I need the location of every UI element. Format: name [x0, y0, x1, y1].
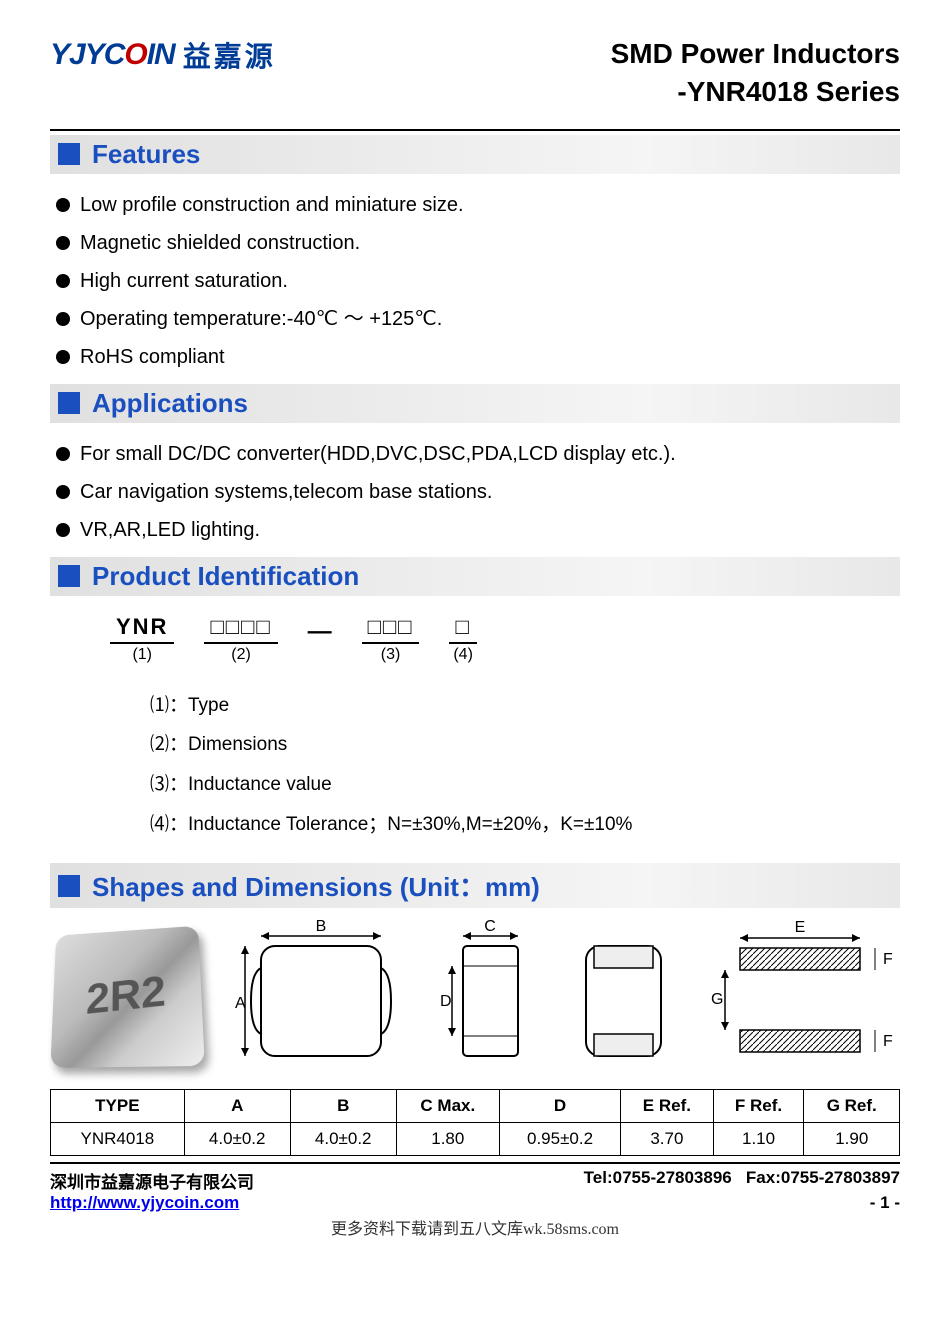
dim-E: E — [795, 919, 806, 936]
list-item: High current saturation. — [56, 262, 894, 300]
header: YJYCOIN 益嘉源 SMD Power Inductors -YNR4018… — [50, 35, 900, 111]
table-header-row: TYPE A B C Max. D E Ref. F Ref. G Ref. — [51, 1090, 900, 1123]
code-cell: □□□□(2) — [204, 614, 277, 664]
th: A — [184, 1090, 290, 1123]
footer-url[interactable]: http://www.yjycoin.com — [50, 1193, 239, 1213]
diagram-side: C D — [438, 918, 543, 1073]
legend-item: ⑴：Type — [150, 686, 900, 726]
td: 1.80 — [396, 1123, 499, 1156]
section-shapes: Shapes and Dimensions (Unit：mm) — [50, 863, 900, 908]
square-icon — [58, 565, 80, 587]
legend-item: ⑶：Inductance value — [150, 765, 900, 805]
square-icon — [58, 875, 80, 897]
footer: 深圳市益嘉源电子有限公司 Tel:0755-27803896 Fax:0755-… — [50, 1162, 900, 1213]
footer-contact: Tel:0755-27803896 Fax:0755-27803897 — [584, 1168, 900, 1193]
diagrams-row: 2R2 B A C D E F F G — [50, 908, 900, 1083]
diagram-bottom — [574, 918, 674, 1073]
section-title: Shapes and Dimensions (Unit：mm) — [92, 867, 540, 904]
list-item: VR,AR,LED lighting. — [56, 511, 894, 549]
list-item: Low profile construction and miniature s… — [56, 186, 894, 224]
section-prodid: Product Identification — [50, 557, 900, 596]
footer-company: 深圳市益嘉源电子有限公司 — [50, 1168, 254, 1193]
dim-A: A — [235, 995, 246, 1012]
product-id-legend: ⑴：Type ⑵：Dimensions ⑶：Inductance value ⑷… — [110, 664, 900, 852]
th: E Ref. — [621, 1090, 713, 1123]
section-applications: Applications — [50, 384, 900, 423]
td: 3.70 — [621, 1123, 713, 1156]
td: YNR4018 — [51, 1123, 185, 1156]
dim-B: B — [316, 918, 327, 935]
logo-cn: 益嘉源 — [183, 35, 276, 75]
section-title: Features — [92, 139, 200, 170]
diagram-top: B A — [231, 918, 406, 1073]
th: F Ref. — [713, 1090, 804, 1123]
dim-F: F — [883, 951, 893, 968]
code-cell: □(4) — [449, 614, 476, 664]
td: 4.0±0.2 — [184, 1123, 290, 1156]
dimensions-table: TYPE A B C Max. D E Ref. F Ref. G Ref. Y… — [50, 1089, 900, 1156]
th: B — [290, 1090, 396, 1123]
features-list: Low profile construction and miniature s… — [50, 174, 900, 382]
table-row: YNR4018 4.0±0.2 4.0±0.2 1.80 0.95±0.2 3.… — [51, 1123, 900, 1156]
product-photo: 2R2 — [50, 925, 204, 1067]
td: 1.90 — [804, 1123, 900, 1156]
page-number: - 1 - — [870, 1193, 900, 1213]
th: D — [499, 1090, 620, 1123]
applications-list: For small DC/DC converter(HDD,DVC,DSC,PD… — [50, 423, 900, 555]
diagram-pads: E F F G — [705, 918, 900, 1073]
dim-C: C — [484, 918, 496, 935]
logo-en: YJYCOIN — [50, 38, 175, 72]
list-item: Operating temperature:-40℃ ～ +125℃. — [56, 300, 894, 338]
th: G Ref. — [804, 1090, 900, 1123]
doc-title-line2: -YNR4018 Series — [611, 73, 900, 111]
section-title: Applications — [92, 388, 248, 419]
legend-item: ⑷：Inductance Tolerance；N=±30%,M=±20%，K=±… — [150, 805, 900, 845]
watermark: 更多资料下载请到五八文库wk.58sms.com — [50, 1215, 900, 1239]
td: 4.0±0.2 — [290, 1123, 396, 1156]
list-item: RoHS compliant — [56, 338, 894, 376]
square-icon — [58, 392, 80, 414]
photo-mark: 2R2 — [85, 967, 166, 1024]
list-item: Magnetic shielded construction. — [56, 224, 894, 262]
td: 1.10 — [713, 1123, 804, 1156]
code-cell: YNR(1) — [110, 614, 174, 664]
dash: — — [308, 618, 332, 664]
list-item: Car navigation systems,telecom base stat… — [56, 473, 894, 511]
list-item: For small DC/DC converter(HDD,DVC,DSC,PD… — [56, 435, 894, 473]
doc-title-line1: SMD Power Inductors — [611, 35, 900, 73]
dim-G: G — [711, 991, 723, 1008]
product-id-code: YNR(1) □□□□(2) — □□□(3) □(4) — [110, 614, 900, 664]
th: C Max. — [396, 1090, 499, 1123]
td: 0.95±0.2 — [499, 1123, 620, 1156]
logo: YJYCOIN 益嘉源 — [50, 35, 276, 75]
section-title: Product Identification — [92, 561, 359, 592]
doc-title: SMD Power Inductors -YNR4018 Series — [611, 35, 900, 111]
code-cell: □□□(3) — [362, 614, 420, 664]
th: TYPE — [51, 1090, 185, 1123]
legend-item: ⑵：Dimensions — [150, 725, 900, 765]
product-id-block: YNR(1) □□□□(2) — □□□(3) □(4) ⑴：Type ⑵：Di… — [50, 596, 900, 862]
dim-F: F — [883, 1033, 893, 1050]
square-icon — [58, 143, 80, 165]
section-features: Features — [50, 135, 900, 174]
dim-D: D — [440, 993, 452, 1010]
divider — [50, 129, 900, 131]
